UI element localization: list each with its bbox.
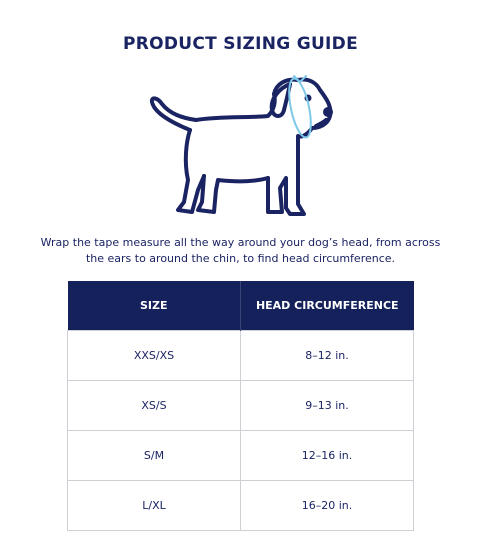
table-row: XXS/XS 8–12 in. bbox=[67, 330, 414, 381]
page-title: PRODUCT SIZING GUIDE bbox=[122, 34, 359, 54]
dog-illustration bbox=[149, 75, 333, 216]
table-row: L/XL 16–20 in. bbox=[67, 480, 414, 531]
table-row: XS/S 9–13 in. bbox=[67, 380, 414, 431]
circumference-cell: 9–13 in. bbox=[240, 380, 414, 431]
circumference-cell: 8–12 in. bbox=[240, 330, 414, 381]
instructions: Wrap the tape measure all the way around… bbox=[40, 236, 441, 265]
size-cell: S/M bbox=[67, 430, 241, 481]
size-cell: XS/S bbox=[67, 380, 241, 431]
circumference-cell: 16–20 in. bbox=[240, 480, 414, 531]
sizing-table: SIZE HEAD CIRCUMFERENCE XXS/XS 8–12 in. XS… bbox=[67, 281, 414, 531]
table-body: XXS/XS 8–12 in. XS/S 9–13 in. S/M 12–16 in. L/… bbox=[67, 330, 414, 531]
table-header: SIZE HEAD CIRCUMFERENCE bbox=[67, 281, 414, 331]
circumference-cell: 12–16 in. bbox=[240, 430, 414, 481]
column-header: HEAD CIRCUMFERENCE bbox=[240, 281, 414, 331]
table-row: S/M 12–16 in. bbox=[67, 430, 414, 481]
size-cell: L/XL bbox=[67, 480, 241, 531]
column-header: SIZE bbox=[67, 281, 241, 331]
size-cell: XXS/XS bbox=[67, 330, 241, 381]
